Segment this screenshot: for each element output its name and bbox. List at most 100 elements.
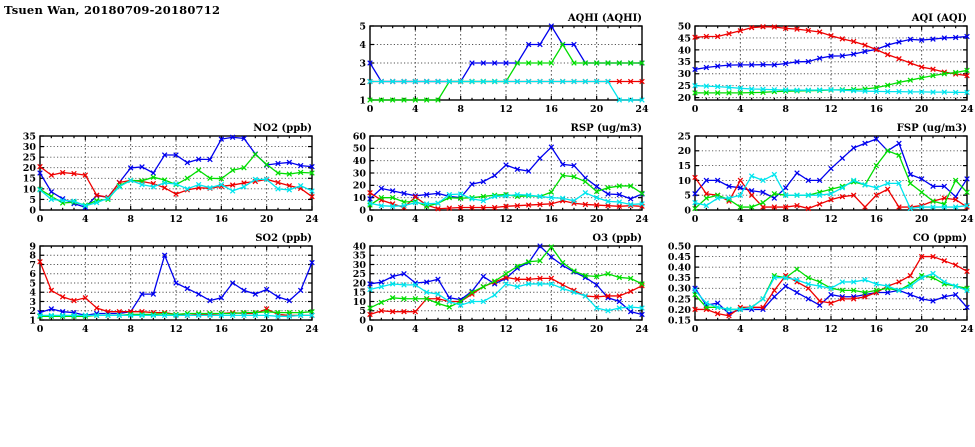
data-point	[941, 204, 948, 210]
x-tick-label: 8	[457, 214, 464, 225]
data-point	[714, 33, 721, 40]
x-tick-label: 24	[960, 104, 974, 115]
data-point	[378, 185, 385, 192]
data-point	[884, 82, 891, 88]
data-point	[514, 78, 521, 85]
data-point	[737, 204, 744, 210]
data-point	[805, 87, 812, 93]
data-point	[48, 287, 55, 294]
data-point	[503, 193, 509, 199]
data-point	[93, 192, 100, 198]
data-point	[952, 34, 959, 41]
data-point	[548, 244, 555, 250]
x-tick-label: 12	[824, 104, 837, 115]
data-point	[195, 291, 202, 297]
x-tick-label: 12	[499, 104, 512, 115]
data-point	[828, 285, 834, 292]
data-point	[760, 23, 766, 30]
x-tick-label: 12	[169, 214, 182, 225]
data-point	[229, 134, 236, 141]
data-point	[514, 202, 521, 209]
data-point	[435, 206, 441, 212]
data-point	[964, 33, 970, 40]
data-point	[263, 312, 270, 319]
chart-panel-rsp: RSP (ug/m3) 0 10 20 30 40 50 60 0 4 8 12 16 20 24	[330, 120, 650, 232]
data-point	[37, 170, 43, 176]
data-point	[873, 162, 880, 169]
data-point	[692, 199, 698, 206]
data-point	[828, 33, 834, 39]
data-point	[582, 178, 589, 185]
data-point	[37, 187, 43, 193]
data-point	[207, 185, 213, 191]
data-point	[964, 72, 970, 79]
data-point	[469, 291, 475, 297]
data-point	[525, 60, 532, 66]
data-point	[367, 196, 373, 202]
data-point	[760, 189, 766, 195]
y-tick-label: 5	[29, 278, 36, 289]
data-point	[378, 202, 385, 209]
data-point	[873, 287, 880, 294]
data-point	[582, 272, 589, 279]
data-point	[469, 181, 475, 187]
data-point	[537, 243, 543, 249]
data-point	[930, 89, 936, 95]
x-tick-label: 0	[692, 324, 699, 335]
data-point	[627, 78, 634, 85]
data-point	[930, 72, 936, 79]
data-point	[389, 295, 396, 301]
data-point	[480, 178, 487, 185]
data-point	[964, 176, 970, 182]
data-point	[748, 24, 755, 31]
data-point	[241, 184, 247, 190]
data-point	[760, 296, 766, 302]
data-point	[805, 58, 812, 65]
data-point	[918, 176, 925, 182]
series-o3-blue	[367, 243, 645, 318]
data-point	[93, 199, 100, 206]
data-point	[771, 24, 778, 30]
data-point	[173, 152, 179, 158]
y-tick-label: 60	[353, 131, 367, 142]
data-point	[582, 201, 589, 208]
data-point	[161, 152, 168, 158]
data-point	[771, 274, 778, 281]
data-point	[839, 87, 846, 93]
data-point	[286, 159, 293, 166]
data-point	[559, 195, 566, 202]
y-tick-label: 7	[29, 260, 36, 271]
data-point	[639, 190, 645, 197]
data-point	[389, 97, 396, 103]
x-tick-label: 4	[412, 214, 419, 225]
data-point	[105, 196, 111, 203]
data-point	[389, 273, 396, 280]
data-point	[593, 194, 600, 201]
data-point	[616, 199, 623, 205]
y-tick-label: 15	[23, 174, 36, 185]
data-point	[161, 312, 168, 319]
y-tick-label: 35	[678, 57, 691, 68]
data-point	[816, 192, 823, 198]
data-point	[907, 283, 914, 289]
y-tick-label: 0.50	[668, 241, 692, 252]
data-point	[195, 312, 202, 319]
data-point	[760, 61, 766, 68]
data-point	[593, 183, 600, 190]
data-point	[816, 55, 823, 61]
data-point	[828, 300, 834, 306]
data-point	[771, 190, 778, 197]
data-point	[435, 200, 441, 206]
data-point	[229, 182, 236, 188]
data-point	[286, 182, 293, 189]
x-tick-label: 24	[635, 324, 649, 335]
data-point	[480, 298, 487, 305]
data-point	[105, 312, 111, 319]
data-point	[639, 97, 645, 103]
data-point	[367, 281, 373, 287]
data-point	[964, 268, 970, 275]
data-point	[173, 312, 179, 319]
y-tick-label: 5	[359, 21, 366, 32]
chart-title-so2: SO2 (ppb)	[255, 233, 312, 244]
x-tick-label: 8	[782, 324, 789, 335]
